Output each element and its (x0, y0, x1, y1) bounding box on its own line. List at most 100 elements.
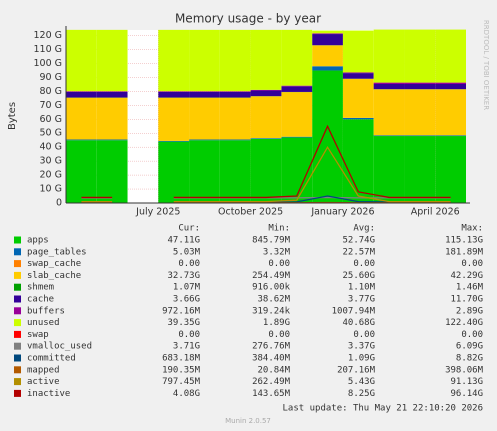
last-update: Last update: Thu May 21 22:10:20 2026 (283, 404, 483, 414)
area-segment (312, 30, 343, 34)
legend-value: 1007.94M (332, 306, 376, 316)
legend-value: 0.00 (461, 259, 483, 269)
y-tick-label: 60 G (40, 114, 62, 125)
legend-label: vmalloc_used (27, 342, 92, 352)
area-segment (281, 137, 313, 203)
legend-header: Avg: (353, 224, 375, 234)
chart-title: Memory usage - by year (175, 12, 321, 26)
area-segment (435, 89, 466, 136)
area-segment (219, 140, 251, 203)
legend-value: 683.18M (162, 354, 201, 364)
y-tick-label: 100 G (33, 58, 62, 69)
legend-value: 11.70G (450, 295, 483, 305)
legend-value: 0.00 (178, 330, 200, 340)
legend-value: 181.89M (445, 247, 484, 257)
area-segment (66, 139, 97, 141)
area-segment (312, 33, 343, 35)
area-segment (250, 89, 282, 91)
legend-value: 20.84M (257, 365, 290, 375)
area-segment (342, 117, 374, 120)
area-segment (96, 91, 128, 92)
area-segment (404, 82, 436, 84)
area-segment (404, 89, 436, 136)
y-tick-label: 90 G (40, 72, 62, 83)
legend-value: 22.57M (342, 247, 375, 257)
legend-swatch (14, 283, 21, 291)
legend-value: 40.68G (342, 318, 375, 328)
legend-value: 122.40G (445, 318, 483, 328)
legend-value: 3.77G (348, 295, 375, 305)
legend-value: 3.71G (173, 342, 200, 352)
area-segment (373, 89, 405, 136)
legend-value: 5.43G (348, 377, 375, 387)
x-tick-label: July 2025 (135, 207, 180, 218)
legend-swatch (14, 342, 21, 350)
area-segment (404, 136, 436, 203)
legend-label: active (27, 377, 60, 387)
legend-header: Min: (268, 224, 290, 234)
footer: Munin 2.0.57 (225, 417, 271, 425)
legend-value: 1.09G (348, 354, 375, 364)
area-segment (312, 66, 343, 71)
legend-label: page_tables (27, 247, 87, 257)
legend-value: 0.00 (268, 259, 290, 269)
legend-value: 0.00 (268, 330, 290, 340)
area-segment (219, 139, 251, 141)
area-segment (189, 91, 220, 92)
y-tick-label: 20 G (40, 170, 62, 181)
legend-swatch (14, 378, 21, 386)
legend-swatch (14, 354, 21, 362)
area-segment (158, 97, 190, 141)
legend-value: 0.00 (353, 330, 375, 340)
legend-value: 1.89G (263, 318, 290, 328)
area-segment (219, 91, 251, 92)
area-segment (189, 140, 220, 203)
area-segment (250, 138, 282, 203)
area-segment (373, 29, 405, 83)
area-segment (189, 139, 220, 141)
legend-value: 25.60G (342, 271, 375, 281)
legend-swatch (14, 271, 21, 279)
area-segment (404, 135, 436, 137)
y-tick-label: 70 G (40, 100, 62, 111)
legend-swatch (14, 295, 21, 303)
legend-label: cache (27, 295, 54, 305)
legend-value: 1.10M (348, 283, 376, 293)
legend-swatch (14, 330, 21, 338)
area-segment (404, 83, 436, 90)
area-segment (66, 140, 97, 203)
legend-value: 42.29G (450, 271, 483, 281)
area-segment (342, 119, 374, 203)
legend-value: 4.08G (173, 389, 200, 399)
legend-value: 384.40M (252, 354, 291, 364)
legend-value: 96.14G (450, 389, 483, 399)
area-segment (281, 29, 313, 86)
legend-value: 32.73G (167, 271, 200, 281)
area-segment (281, 136, 313, 138)
area-segment (158, 91, 190, 98)
legend-header: Cur: (178, 224, 200, 234)
area-segment (342, 72, 374, 74)
area-segment (373, 83, 405, 90)
y-tick-label: 50 G (40, 128, 62, 139)
x-tick-label: October 2025 (218, 207, 283, 218)
legend-swatch (14, 389, 21, 397)
y-tick-label: 10 G (40, 184, 62, 195)
legend-label: shmem (27, 283, 54, 293)
area-segment (66, 91, 97, 98)
watermark: RRDTOOL / TOBI OETIKER (482, 20, 490, 110)
legend-value: 3.37G (348, 342, 375, 352)
area-segment (189, 97, 220, 140)
area-segment (96, 139, 128, 141)
area-segment (435, 136, 466, 203)
area-segment (96, 29, 128, 92)
legend-label: committed (27, 354, 76, 364)
legend-value: 207.16M (337, 365, 376, 375)
area-segment (189, 29, 220, 92)
legend-value: 0.00 (461, 330, 483, 340)
area-segment (404, 29, 436, 83)
area-segment (66, 29, 97, 92)
y-tick-label: 30 G (40, 156, 62, 167)
legend-value: 319.24k (252, 306, 291, 316)
